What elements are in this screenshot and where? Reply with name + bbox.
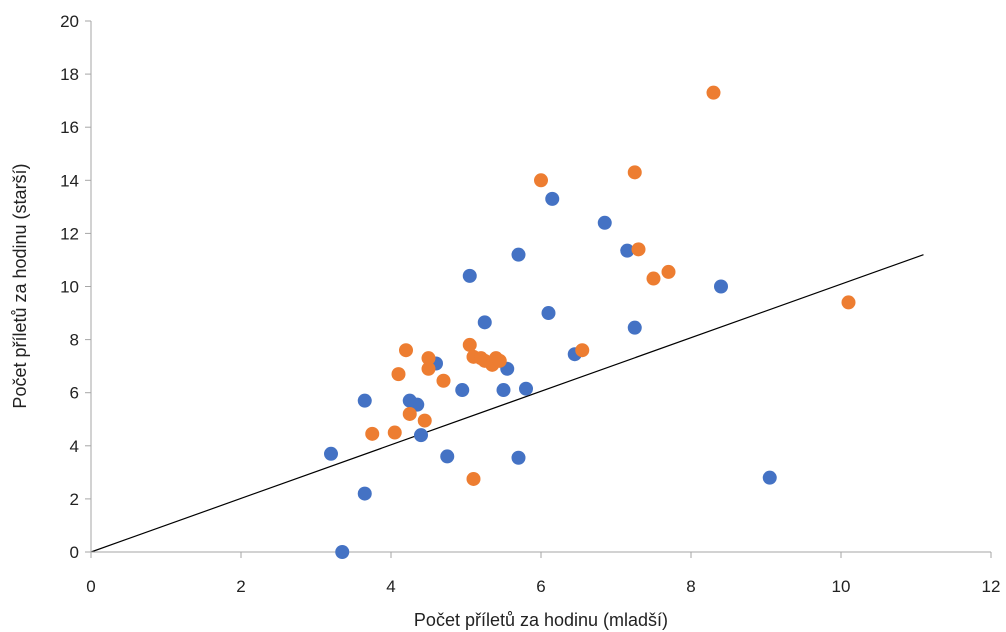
y-tick-label: 20 <box>60 12 79 31</box>
data-point-series-2 <box>706 85 721 100</box>
data-point-series-2 <box>365 426 380 441</box>
data-point-series-2 <box>417 413 432 428</box>
y-tick-label: 12 <box>60 224 79 243</box>
data-point-series-1 <box>496 383 511 398</box>
data-point-series-2 <box>646 271 661 286</box>
data-point-series-2 <box>841 295 856 310</box>
data-point-series-2 <box>462 337 477 352</box>
x-tick-label: 8 <box>686 577 695 596</box>
y-tick-label: 16 <box>60 118 79 137</box>
data-point-series-2 <box>421 361 436 376</box>
data-point-series-1 <box>620 243 635 258</box>
data-point-series-2 <box>466 471 481 486</box>
data-point-series-1 <box>541 306 556 321</box>
y-tick-label: 2 <box>70 490 79 509</box>
y-tick-label: 4 <box>70 437 79 456</box>
data-point-series-1 <box>511 450 526 465</box>
data-point-series-1 <box>714 279 728 294</box>
data-point-series-2 <box>492 353 507 368</box>
data-point-series-1 <box>414 428 428 443</box>
data-point-series-2 <box>391 367 406 382</box>
reference-line <box>90 254 924 553</box>
y-tick-label: 8 <box>70 331 79 350</box>
data-point-series-2 <box>421 351 436 366</box>
data-point-series-1 <box>462 268 477 283</box>
data-point-series-1 <box>511 247 526 262</box>
data-point-series-2 <box>534 173 548 188</box>
y-tick-label: 10 <box>60 278 79 297</box>
data-point-series-1 <box>762 470 777 485</box>
axes-layer <box>90 21 991 553</box>
reference-line-layer <box>90 254 924 553</box>
x-axis-title: Počet příletů za hodinu (mladší) <box>414 610 668 630</box>
y-tick-label: 18 <box>60 65 79 84</box>
x-tick-label: 2 <box>236 577 245 596</box>
data-point-series-2 <box>402 406 417 421</box>
data-point-series-2 <box>436 373 451 388</box>
ticks-layer: 0 2 4 6 8 10 12 0 2 4 6 8 10 12 14 16 18 20 <box>60 12 1000 596</box>
data-point-series-2 <box>387 425 402 440</box>
data-point-series-2 <box>661 264 676 279</box>
data-point-series-2 <box>627 165 642 180</box>
data-point-series-1 <box>335 545 350 559</box>
y-axis-title: Počet příletů za hodinu (starší) <box>10 163 30 408</box>
data-point-series-1 <box>519 381 533 396</box>
y-tick-label: 6 <box>70 384 79 403</box>
data-point-series-1 <box>477 315 492 330</box>
data-point-series-2 <box>399 343 413 358</box>
data-point-series-1 <box>410 397 425 412</box>
data-point-series-1 <box>440 449 455 464</box>
x-tick-label: 6 <box>536 577 545 596</box>
data-point-series-1 <box>627 320 642 335</box>
points-layer <box>324 85 856 559</box>
data-point-series-1 <box>324 446 338 461</box>
x-tick-label: 4 <box>386 577 395 596</box>
x-tick-label: 0 <box>86 577 95 596</box>
data-point-series-1 <box>545 191 560 206</box>
y-tick-label: 14 <box>60 171 79 190</box>
data-point-series-1 <box>455 383 470 398</box>
data-point-series-1 <box>357 393 372 408</box>
y-tick-label: 0 <box>70 543 79 562</box>
data-point-series-1 <box>357 486 372 501</box>
data-point-series-1 <box>597 215 612 230</box>
data-point-series-2 <box>631 242 646 257</box>
data-point-series-2 <box>575 343 590 358</box>
x-tick-label: 10 <box>832 577 851 596</box>
x-tick-label: 12 <box>982 577 1001 596</box>
